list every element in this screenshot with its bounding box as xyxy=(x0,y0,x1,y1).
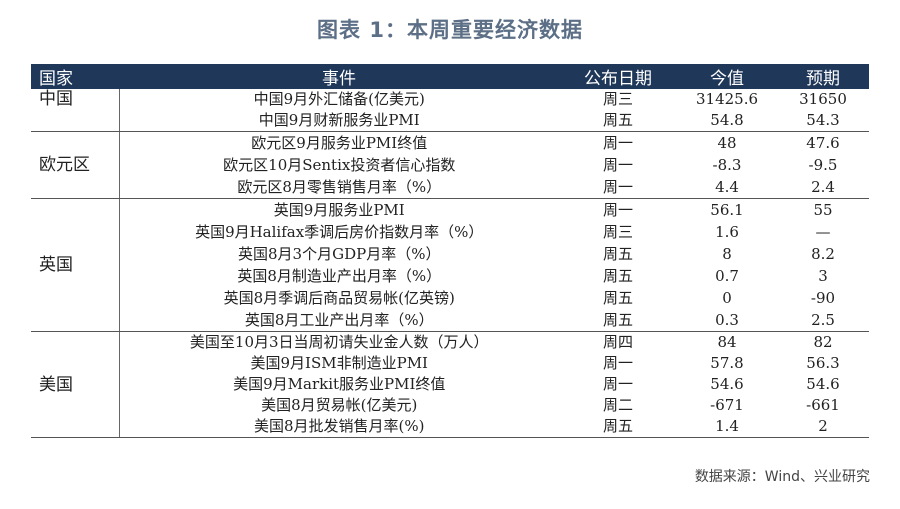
country-cell: 美国 xyxy=(31,331,120,438)
forecast-cell: 54.6 xyxy=(806,375,840,393)
event-cell: 英国8月工业产出月率（%） xyxy=(119,309,559,332)
event-cell: 美国8月批发销售月率(%) xyxy=(119,416,559,438)
actual-cell: 0.3 xyxy=(677,309,777,332)
event-cell: 英国8月3个月GDP月率（%） xyxy=(238,245,441,263)
forecast-cell: -9.5 xyxy=(808,156,838,174)
table-row: 英国8月季调后商品贸易帐(亿英镑) 周五 0 -90 xyxy=(31,287,869,309)
actual-cell: 4.4 xyxy=(677,176,777,199)
forecast-cell: 2.5 xyxy=(777,309,869,332)
actual-cell: 1.6 xyxy=(715,223,739,241)
actual-cell: 84 xyxy=(717,333,737,351)
date-cell: 周五 xyxy=(559,416,677,438)
forecast-cell: 82 xyxy=(813,333,833,351)
forecast-cell: 31650 xyxy=(799,90,847,108)
forecast-cell: 2 xyxy=(777,416,869,438)
table-row: 中国9月财新服务业PMI 周五 54.8 54.3 xyxy=(31,110,869,132)
actual-cell: 1.4 xyxy=(677,416,777,438)
forecast-cell: 56.3 xyxy=(806,354,840,372)
header-event: 事件 xyxy=(119,64,559,89)
page-title: 图表 1：本周重要经济数据 xyxy=(317,18,583,42)
actual-cell: 56.1 xyxy=(710,201,744,219)
table-row: 欧元区 欧元区9月服务业PMI终值 周一 48 47.6 xyxy=(31,131,869,199)
forecast-cell: 8.2 xyxy=(811,245,835,263)
date-cell: 周一 xyxy=(602,201,633,219)
table-row: 美国 美国至10月3日当周初请失业金人数（万人） 周四 84 82 xyxy=(31,331,869,438)
date-cell: 周四 xyxy=(602,333,633,351)
forecast-cell: 3 xyxy=(818,267,828,285)
forecast-cell: — xyxy=(815,223,831,241)
event-cell: 英国9月服务业PMI xyxy=(273,201,405,219)
country-cell: 中国 xyxy=(31,89,120,132)
table-row: 英国8月工业产出月率（%） 周五 0.3 2.5 xyxy=(31,309,869,332)
economic-data-table: 国家 事件 公布日期 今值 预期 中国 中国9月外汇储备(亿美元) 周三 31425.… xyxy=(31,64,869,438)
event-cell: 美国9月ISM非制造业PMI xyxy=(250,354,428,372)
actual-cell: 0.7 xyxy=(715,267,739,285)
header-actual: 今值 xyxy=(677,64,777,89)
forecast-cell: 2.4 xyxy=(777,176,869,199)
country-cell: 英国 xyxy=(31,198,120,332)
header-date: 公布日期 xyxy=(559,64,677,89)
event-cell: 欧元区8月零售销售月率（%） xyxy=(119,176,559,199)
actual-cell: -8.3 xyxy=(712,156,742,174)
actual-cell: 31425.6 xyxy=(695,90,759,108)
table-row: 美国9月Markit服务业PMI终值 周一 54.6 54.6 xyxy=(31,374,869,395)
actual-cell: 57.8 xyxy=(710,354,744,372)
table-row: 美国8月贸易帐(亿美元) 周二 -671 -661 xyxy=(31,395,869,416)
date-cell: 周五 xyxy=(559,309,677,332)
country-cell: 欧元区 xyxy=(31,131,120,199)
actual-cell: 54.6 xyxy=(710,375,744,393)
date-cell: 周五 xyxy=(602,245,633,263)
event-cell: 美国8月贸易帐(亿美元) xyxy=(261,396,418,414)
forecast-cell: -661 xyxy=(806,396,840,414)
table-header-row: 国家 事件 公布日期 今值 预期 xyxy=(31,64,869,89)
table-row: 英国8月制造业产出月率（%） 周五 0.7 3 xyxy=(31,265,869,287)
date-cell: 周一 xyxy=(602,156,633,174)
header-country: 国家 xyxy=(31,64,119,89)
table-row: 欧元区8月零售销售月率（%） 周一 4.4 2.4 xyxy=(31,176,869,199)
forecast-cell: 47.6 xyxy=(806,134,840,152)
table-row: 美国8月批发销售月率(%) 周五 1.4 2 xyxy=(31,416,869,438)
forecast-cell: 55 xyxy=(813,201,833,219)
date-cell: 周五 xyxy=(602,267,633,285)
event-cell: 英国8月季调后商品贸易帐(亿英镑) xyxy=(223,289,455,307)
date-cell: 周五 xyxy=(559,110,677,132)
date-cell: 周一 xyxy=(602,134,633,152)
date-cell: 周一 xyxy=(602,354,633,372)
event-cell: 欧元区9月服务业PMI终值 xyxy=(251,134,428,152)
actual-cell: -671 xyxy=(710,396,744,414)
date-cell: 周一 xyxy=(602,375,633,393)
table-row: 英国 英国9月服务业PMI 周一 56.1 55 xyxy=(31,198,869,332)
event-cell: 英国8月制造业产出月率（%） xyxy=(237,267,442,285)
actual-cell: 54.8 xyxy=(677,110,777,132)
forecast-cell: -90 xyxy=(810,289,836,307)
event-cell: 中国9月外汇储备(亿美元) xyxy=(253,90,425,108)
table-row: 英国9月Halifax季调后房价指数月率（%） 周三 1.6 — xyxy=(31,221,869,243)
actual-cell: 48 xyxy=(717,134,737,152)
event-cell: 欧元区10月Sentix投资者信心指数 xyxy=(223,156,456,174)
forecast-cell: 54.3 xyxy=(777,110,869,132)
date-cell: 周一 xyxy=(559,176,677,199)
date-cell: 周三 xyxy=(602,90,633,108)
date-cell: 周五 xyxy=(602,289,633,307)
event-cell: 英国9月Halifax季调后房价指数月率（%） xyxy=(195,223,484,241)
table-row: 美国9月ISM非制造业PMI 周一 57.8 56.3 xyxy=(31,353,869,374)
source-note: 数据来源：Wind、兴业研究 xyxy=(694,469,870,485)
event-cell: 美国至10月3日当周初请失业金人数（万人） xyxy=(189,333,489,351)
actual-cell: 0 xyxy=(722,289,732,307)
date-cell: 周二 xyxy=(602,396,633,414)
table-row: 欧元区10月Sentix投资者信心指数 周一 -8.3 -9.5 xyxy=(31,154,869,176)
table-row: 英国8月3个月GDP月率（%） 周五 8 8.2 xyxy=(31,243,869,265)
date-cell: 周三 xyxy=(602,223,633,241)
header-forecast: 预期 xyxy=(777,64,869,89)
event-cell: 中国9月财新服务业PMI xyxy=(119,110,559,132)
event-cell: 美国9月Markit服务业PMI终值 xyxy=(233,375,446,393)
table-body: 中国 中国9月外汇储备(亿美元) 周三 31425.6 31650 中国9月财新服务业PM… xyxy=(31,89,869,438)
table-row: 中国 中国9月外汇储备(亿美元) 周三 31425.6 31650 xyxy=(31,89,869,132)
actual-cell: 8 xyxy=(722,245,732,263)
